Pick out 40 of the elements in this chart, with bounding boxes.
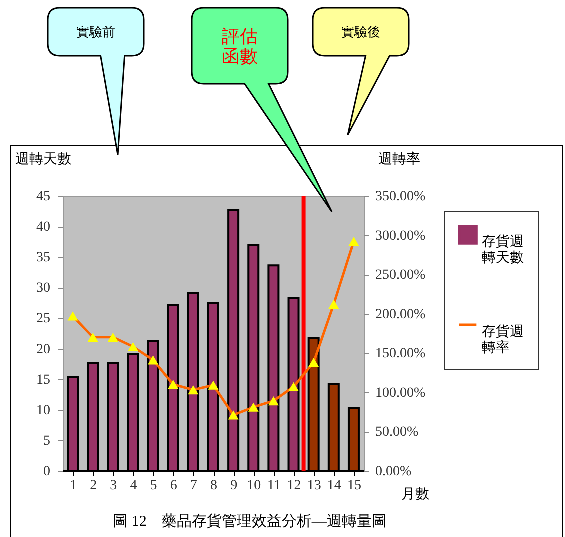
x-tick-label: 4 [130,478,138,494]
y2-tick-label: 150.00% [376,346,426,362]
x-tick-label: 1 [70,478,78,494]
y-tick-label: 5 [44,434,50,449]
y-tick-label: 30 [36,281,50,296]
x-tick-label: 12 [287,478,302,494]
x-axis-title: 月數 [402,486,430,502]
speech-bubble: 評估函數 [191,7,333,213]
x-tick-label: 11 [267,478,281,494]
y2-tick-label: 50.00% [376,425,419,440]
x-tick-label: 6 [170,478,178,494]
x-tick-label: 8 [210,478,218,494]
y-tick-label: 0 [44,464,50,480]
y-tick-label: 20 [36,342,50,358]
y2-tick-label: 0.00% [376,464,412,480]
legend-label: 存貨週轉天數 [482,234,524,266]
y2-axis-title: 週轉率 [378,152,420,168]
x-tick-label: 2 [90,478,98,494]
y2-tick-label: 350.00% [376,190,426,204]
y-tick-label: 35 [36,250,50,266]
x-tick-label: 10 [247,478,262,494]
y2-tick-label: 100.00% [376,386,426,401]
x-tick-label: 7 [190,478,198,494]
y-tick-label: 45 [36,190,50,204]
x-tick-label: 15 [347,478,362,494]
y-tick-label: 25 [36,312,50,327]
caption: 圖 12 藥品存貨管理效益分析—週轉量圖 [112,512,388,531]
speech-bubble: 實驗後 [312,7,410,136]
x-tick-label: 14 [327,478,342,494]
x-tick-label: 3 [110,478,118,494]
y-tick-label: 15 [36,372,50,388]
y-tick-label: 40 [36,220,50,236]
x-tick-label: 5 [150,478,158,494]
y2-tick-label: 250.00% [376,268,426,284]
y2-tick-label: 300.00% [376,228,426,244]
x-tick-label: 9 [230,478,238,494]
x-tick-label: 13 [307,478,322,494]
legend-label: 存貨週轉率 [482,324,524,356]
y2-tick-label: 200.00% [376,307,426,322]
y-tick-label: 10 [36,403,50,418]
